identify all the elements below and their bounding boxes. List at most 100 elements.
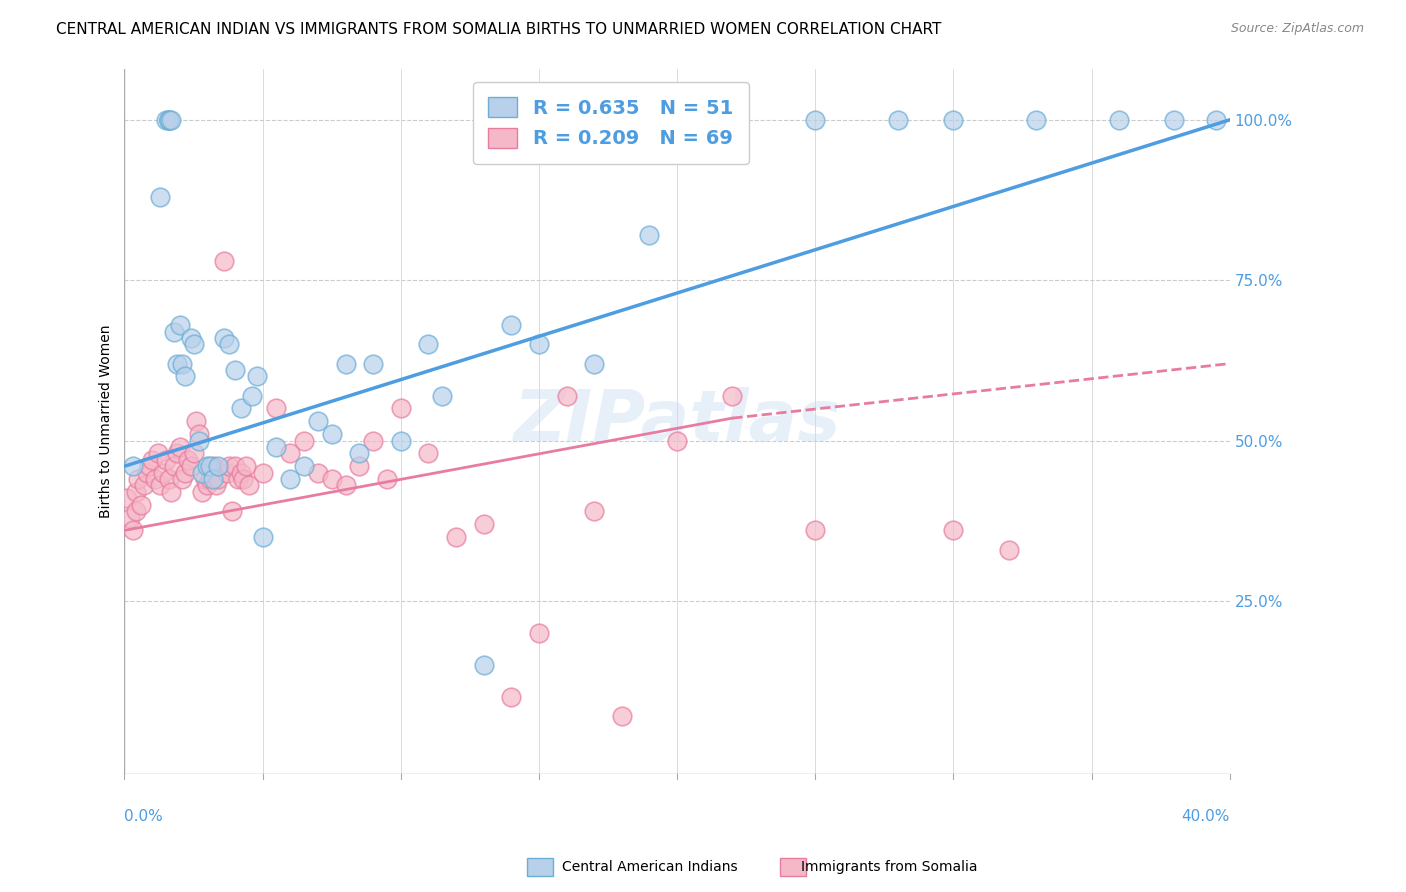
Point xyxy=(172,472,194,486)
Point xyxy=(207,472,229,486)
Point xyxy=(191,466,214,480)
Text: ZIPatlas: ZIPatlas xyxy=(513,387,841,456)
Point xyxy=(149,478,172,492)
Point xyxy=(361,357,384,371)
Point xyxy=(191,484,214,499)
Point xyxy=(188,434,211,448)
Point xyxy=(527,626,550,640)
Point xyxy=(174,369,197,384)
Text: Central American Indians: Central American Indians xyxy=(562,860,738,874)
Y-axis label: Births to Unmarried Women: Births to Unmarried Women xyxy=(100,325,114,518)
Point xyxy=(177,452,200,467)
Point xyxy=(207,459,229,474)
Point xyxy=(307,466,329,480)
Point xyxy=(307,414,329,428)
Point xyxy=(221,504,243,518)
Text: 40.0%: 40.0% xyxy=(1181,809,1230,824)
Point xyxy=(997,542,1019,557)
Point xyxy=(583,357,606,371)
Point xyxy=(501,690,523,705)
Point xyxy=(472,658,495,673)
Point xyxy=(361,434,384,448)
Point xyxy=(389,434,412,448)
Point xyxy=(135,466,157,480)
Point xyxy=(418,446,440,460)
Point xyxy=(143,472,166,486)
Text: Source: ZipAtlas.com: Source: ZipAtlas.com xyxy=(1230,22,1364,36)
Point xyxy=(160,484,183,499)
Point xyxy=(321,472,343,486)
Point xyxy=(157,112,180,127)
Point xyxy=(157,472,180,486)
Point xyxy=(252,466,274,480)
Point xyxy=(266,440,288,454)
Point xyxy=(229,466,252,480)
Point xyxy=(121,524,143,538)
Point xyxy=(238,478,260,492)
Point xyxy=(195,478,218,492)
Point xyxy=(146,446,169,460)
Point xyxy=(389,401,412,416)
Point xyxy=(198,472,221,486)
Point xyxy=(1025,112,1047,127)
Point xyxy=(195,459,218,474)
Point xyxy=(278,472,301,486)
Point xyxy=(201,459,224,474)
Point xyxy=(188,427,211,442)
Point xyxy=(1163,112,1185,127)
Point xyxy=(721,389,744,403)
Point xyxy=(169,440,191,454)
Point xyxy=(375,472,398,486)
Point xyxy=(335,478,357,492)
Point xyxy=(124,504,146,518)
Point xyxy=(418,337,440,351)
Point xyxy=(124,484,146,499)
Point xyxy=(215,466,238,480)
Point xyxy=(218,337,240,351)
Point xyxy=(246,369,269,384)
Point xyxy=(252,530,274,544)
Point xyxy=(155,452,177,467)
Point xyxy=(527,337,550,351)
Point xyxy=(942,112,965,127)
Point xyxy=(278,446,301,460)
Point xyxy=(232,472,254,486)
Point xyxy=(157,112,180,127)
Point xyxy=(166,357,188,371)
Point xyxy=(201,472,224,486)
Point xyxy=(349,459,371,474)
Point xyxy=(887,112,910,127)
Point xyxy=(163,459,186,474)
Point xyxy=(804,112,827,127)
Point xyxy=(638,228,661,243)
Point xyxy=(292,434,315,448)
Point xyxy=(1205,112,1227,127)
Point xyxy=(583,504,606,518)
Point xyxy=(121,459,143,474)
Point xyxy=(180,331,202,345)
Legend: R = 0.635   N = 51, R = 0.209   N = 69: R = 0.635 N = 51, R = 0.209 N = 69 xyxy=(472,82,749,163)
Point xyxy=(166,446,188,460)
Point xyxy=(266,401,288,416)
Point xyxy=(292,459,315,474)
Point xyxy=(155,112,177,127)
Point xyxy=(174,466,197,480)
Point xyxy=(186,414,208,428)
Point xyxy=(183,337,205,351)
Point xyxy=(224,459,246,474)
Point xyxy=(169,318,191,332)
Point xyxy=(721,112,744,127)
Point xyxy=(240,389,263,403)
Point xyxy=(349,446,371,460)
Text: Immigrants from Somalia: Immigrants from Somalia xyxy=(801,860,979,874)
Point xyxy=(555,389,578,403)
Point xyxy=(163,325,186,339)
Point xyxy=(138,459,160,474)
Point xyxy=(444,530,467,544)
Point xyxy=(183,446,205,460)
Point xyxy=(472,516,495,531)
Point xyxy=(129,498,152,512)
Point xyxy=(501,318,523,332)
Point xyxy=(118,510,141,524)
Point xyxy=(132,478,155,492)
